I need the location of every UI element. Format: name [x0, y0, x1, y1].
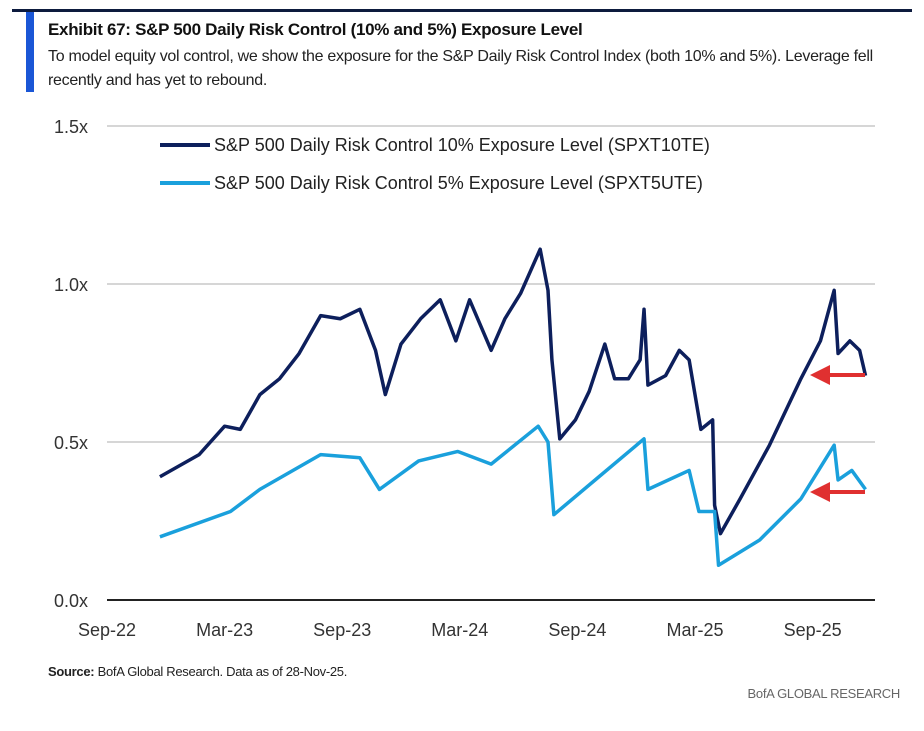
y-tick-label: 0.5x	[54, 433, 88, 453]
y-tick-label: 1.0x	[54, 275, 88, 295]
accent-bar	[26, 12, 34, 92]
x-tick-label: Sep-24	[548, 620, 606, 640]
series-line-10pct	[159, 247, 868, 536]
red-arrow-icon	[810, 365, 830, 385]
x-tick-label: Sep-22	[78, 620, 136, 640]
legend-label: S&P 500 Daily Risk Control 10% Exposure …	[214, 135, 710, 155]
y-tick-label: 0.0x	[54, 591, 88, 611]
x-tick-label: Mar-25	[666, 620, 723, 640]
x-tick-label: Mar-23	[196, 620, 253, 640]
x-tick-label: Sep-23	[313, 620, 371, 640]
x-tick-label: Mar-24	[431, 620, 488, 640]
series-line-5pct	[159, 424, 867, 567]
brand-label: BofA GLOBAL RESEARCH	[747, 686, 901, 701]
exhibit-subtitle: To model equity vol control, we show the…	[48, 48, 873, 89]
chart: 0.0x 0.5x 1.0x 1.5x Sep-22 Mar-23 Sep-23 Mar-24…	[54, 117, 875, 640]
source-text: BofA Global Research. Data as of 28-Nov-…	[94, 664, 348, 679]
x-tick-label: Sep-25	[784, 620, 842, 640]
top-rule	[12, 0, 912, 12]
source-note: Source: BofA Global Research. Data as of…	[48, 664, 347, 679]
exhibit-title: Exhibit 67: S&P 500 Daily Risk Control (…	[48, 20, 583, 39]
y-tick-label: 1.5x	[54, 117, 88, 137]
legend-label: S&P 500 Daily Risk Control 5% Exposure L…	[214, 173, 703, 193]
red-arrow-icon	[810, 482, 830, 502]
source-label: Source:	[48, 664, 95, 679]
